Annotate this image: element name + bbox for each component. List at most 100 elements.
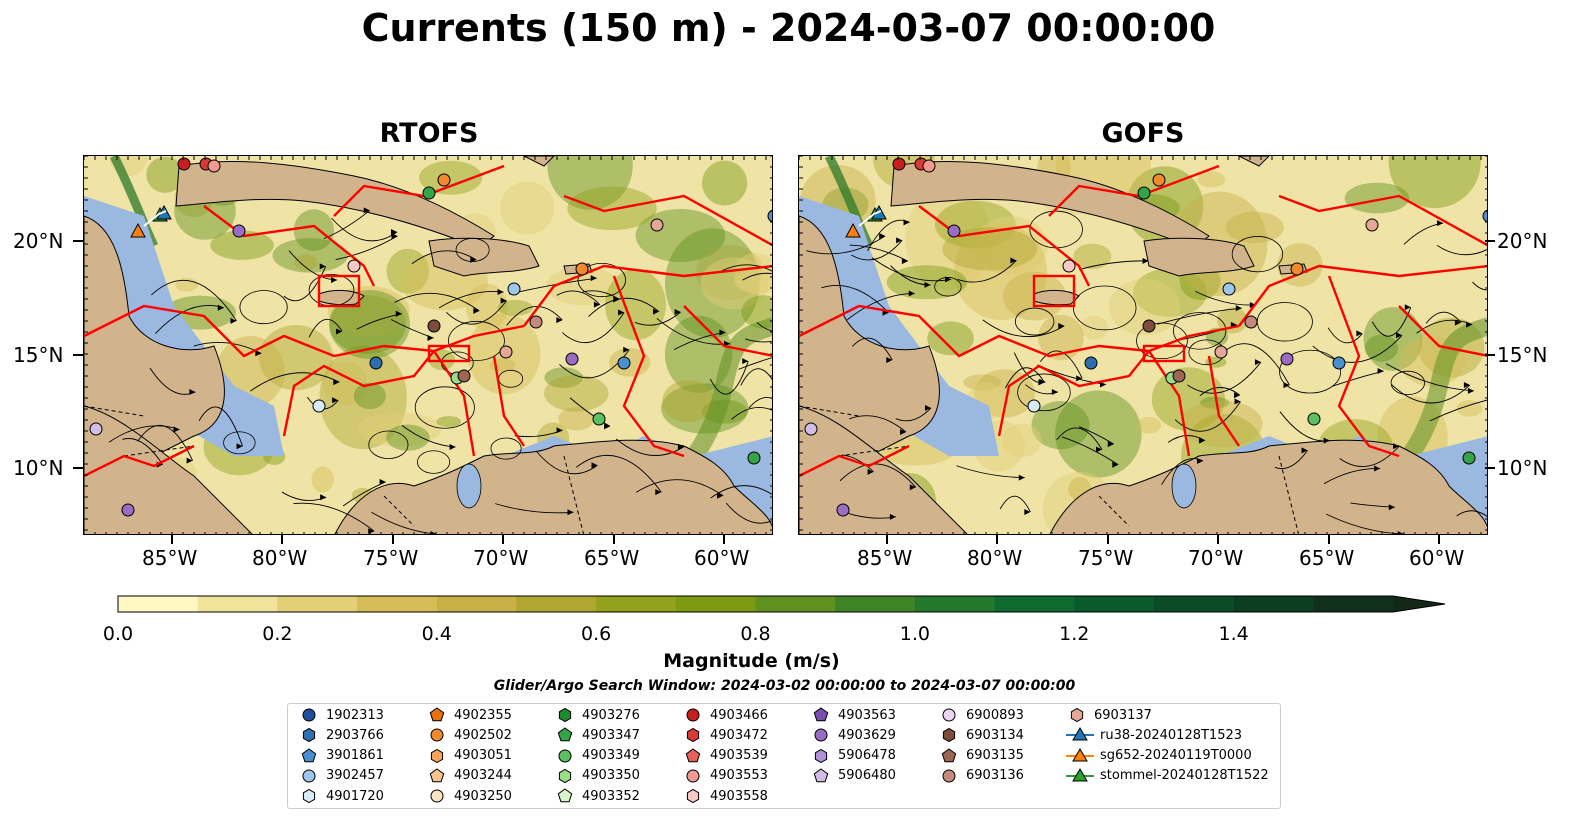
- colorbar-segment: [596, 596, 677, 612]
- legend-label: 4902502: [454, 727, 512, 743]
- float-marker: [1084, 356, 1098, 370]
- lon-label-80w-right: 80°W: [967, 546, 1023, 570]
- lon-major-tick: [502, 535, 504, 544]
- legend-label: stommel-20240128T1522: [1100, 768, 1269, 784]
- legend-label: 4902355: [454, 707, 512, 723]
- colorbar-segment: [1153, 596, 1235, 612]
- lon-major-tick: [996, 535, 998, 544]
- land-south-america: [1049, 439, 1487, 534]
- current-field-map: [84, 156, 772, 534]
- float-marker: [347, 259, 361, 273]
- legend-item: sg652-20240119T0000: [1066, 746, 1252, 766]
- float-marker: [1482, 209, 1487, 223]
- legend-label: 4903352: [582, 788, 640, 804]
- hexagon-marker-icon: [686, 789, 700, 804]
- legend-item: 4903276: [554, 705, 640, 725]
- colorbar-segment: [1233, 596, 1314, 612]
- legend-label: 4903558: [710, 788, 768, 804]
- float-marker: [369, 356, 383, 370]
- legend-item: 6903135: [938, 746, 1024, 766]
- lon-major-tick: [723, 535, 725, 544]
- triangle-line-marker-icon: [1066, 727, 1094, 741]
- triangle-line-marker-icon: [1066, 767, 1094, 782]
- float-marker: [1365, 218, 1379, 232]
- panel-title-gofs: GOFS: [1101, 118, 1185, 149]
- legend-item: 4903466: [682, 705, 768, 725]
- legend-label: 6903136: [966, 768, 1024, 784]
- eez-boundaries: [84, 164, 772, 478]
- legend-label: 4903553: [710, 768, 768, 784]
- lon-major-tick: [281, 535, 283, 544]
- legend-label: 4903347: [582, 727, 640, 743]
- pentagon-marker-icon: [429, 768, 445, 783]
- lon-label-70w-right: 70°W: [1188, 546, 1244, 570]
- figure-title: Currents (150 m) - 2024-03-07 00:00:00: [361, 6, 1216, 50]
- legend-item: 5906480: [810, 766, 896, 786]
- lat-major-tick: [73, 354, 83, 356]
- lon-major-tick: [392, 535, 394, 544]
- circle-marker-icon: [942, 769, 956, 783]
- legend-label: 6903135: [966, 748, 1024, 764]
- hexagon-marker-icon: [302, 728, 316, 743]
- float-marker: [529, 315, 543, 329]
- map-panel-gofs: [798, 155, 1488, 535]
- glider-marker: [845, 222, 861, 238]
- legend-item: ru38-20240128T1523: [1066, 725, 1242, 745]
- lon-label-75w-right: 75°W: [1078, 546, 1134, 570]
- circle-marker-icon: [302, 708, 316, 722]
- float-marker: [207, 159, 221, 173]
- colorbar-segment: [516, 596, 597, 612]
- legend-label: 4903250: [454, 788, 512, 804]
- float-marker: [1062, 259, 1076, 273]
- float-marker: [836, 503, 850, 517]
- colorbar-segment: [994, 596, 1075, 612]
- legend-label: 3902457: [326, 768, 384, 784]
- legend-label: 4903466: [710, 707, 768, 723]
- float-marker: [1307, 412, 1321, 426]
- legend-item: 1902313: [298, 705, 384, 725]
- float-marker: [892, 157, 906, 171]
- legend-item: 4903472: [682, 725, 768, 745]
- circle-marker-icon: [430, 728, 444, 742]
- float-marker: [422, 186, 436, 200]
- legend-item: 4903350: [554, 766, 640, 786]
- lat-major-tick: [1485, 240, 1495, 242]
- land-hispaniola: [1143, 237, 1255, 277]
- float-marker: [499, 345, 513, 359]
- lon-label-65w-left: 65°W: [584, 546, 640, 570]
- legend-label: 1902313: [326, 707, 384, 723]
- legend-label: 6903134: [966, 727, 1024, 743]
- pentagon-marker-icon: [429, 707, 445, 722]
- circle-marker-icon: [942, 708, 956, 722]
- colorbar-tick-label: 0.2: [262, 623, 293, 645]
- land-south-america: [334, 439, 772, 534]
- float-marker: [767, 209, 772, 223]
- pentagon-marker-icon: [813, 707, 829, 722]
- colorbar-segment: [755, 596, 836, 612]
- float-marker: [650, 218, 664, 232]
- float-marker: [427, 319, 441, 333]
- legend-label: 4903563: [838, 707, 896, 723]
- eez-boundaries: [799, 164, 1487, 478]
- legend-item: 6903134: [938, 725, 1024, 745]
- lon-major-tick: [1438, 535, 1440, 544]
- float-marker: [457, 369, 471, 383]
- colorbar-segment: [1074, 596, 1155, 612]
- float-marker: [1244, 315, 1258, 329]
- hexagon-marker-icon: [814, 748, 828, 763]
- lon-label-85w-left: 85°W: [142, 546, 198, 570]
- map-panel-rtofs: [83, 155, 773, 535]
- legend-label: 4903472: [710, 727, 768, 743]
- colorbar-segment: [357, 596, 438, 612]
- legend-label: 6903137: [1094, 707, 1152, 723]
- float-marker: [804, 422, 818, 436]
- float-marker: [947, 224, 961, 238]
- legend-label: 4903051: [454, 748, 512, 764]
- legend-label: 2903766: [326, 727, 384, 743]
- float-marker: [1214, 345, 1228, 359]
- legend-item: 3902457: [298, 766, 384, 786]
- legend-item: 4903563: [810, 705, 896, 725]
- lon-major-tick: [1217, 535, 1219, 544]
- hexagon-marker-icon: [558, 707, 572, 723]
- legend-item: 4903250: [426, 786, 512, 806]
